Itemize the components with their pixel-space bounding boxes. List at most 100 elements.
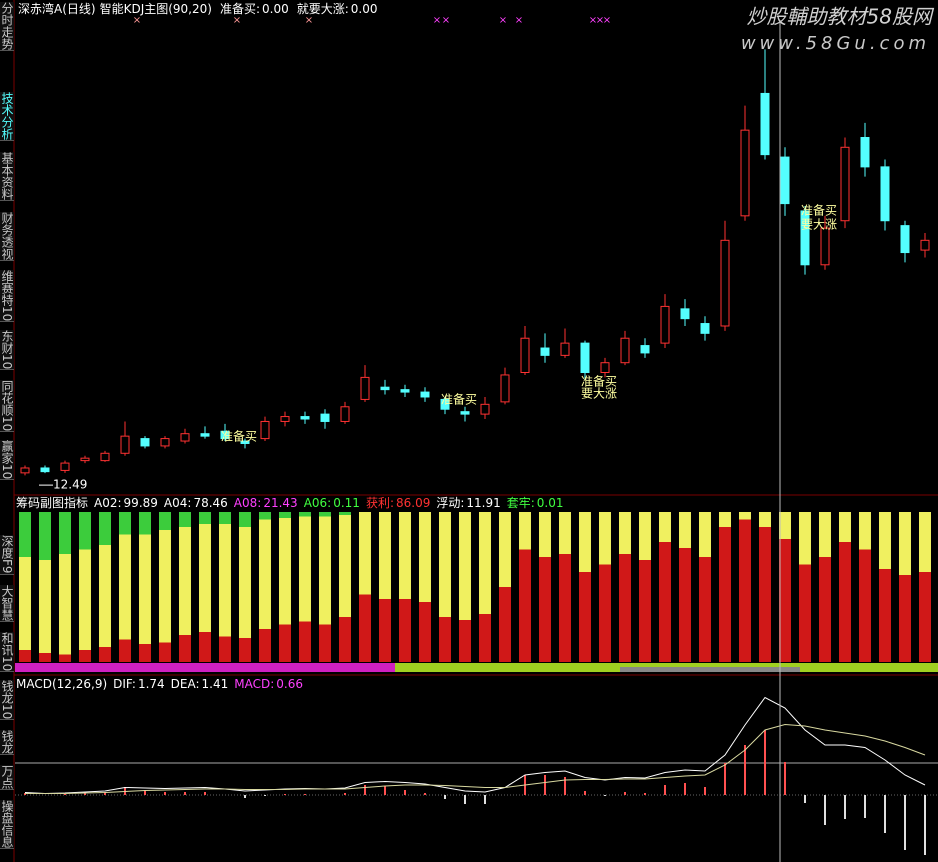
sidebar-tab[interactable]: 同花顺10 bbox=[0, 380, 14, 433]
chip-profit bbox=[259, 629, 271, 662]
chip-profit bbox=[299, 621, 311, 662]
chip-strip bbox=[15, 663, 395, 672]
chip-locked bbox=[39, 512, 51, 560]
chip-profit bbox=[419, 602, 431, 662]
sidebar-tab[interactable]: 财务透视 bbox=[0, 212, 14, 261]
candle-body bbox=[700, 323, 710, 334]
sidebar-tab[interactable]: 基本资料 bbox=[0, 152, 14, 201]
chip-profit bbox=[399, 599, 411, 662]
signal-mark: × bbox=[515, 15, 523, 26]
signal-mark: × bbox=[442, 15, 450, 26]
indicator-value: 0.00 bbox=[351, 2, 378, 16]
sidebar-tab[interactable]: 大智慧 bbox=[0, 585, 14, 622]
chip-strip bbox=[620, 667, 800, 672]
chip-profit bbox=[759, 527, 771, 662]
candle-body bbox=[260, 420, 270, 440]
chip-locked bbox=[259, 512, 271, 520]
indicator-value: 99.89 bbox=[124, 496, 158, 510]
chip-profit bbox=[279, 624, 291, 662]
indicator-label: 准备买: bbox=[220, 2, 260, 16]
header-line: 筹码副图指标 A02: 99.89 A04: 78.46 A08: 21.43 A06: 0.1… bbox=[16, 495, 564, 510]
indicator-value: 0.11 bbox=[333, 496, 360, 510]
indicator-label: 套牢: bbox=[507, 495, 535, 510]
candle-body bbox=[860, 137, 870, 168]
candle-body bbox=[580, 342, 590, 373]
chip-profit bbox=[639, 560, 651, 662]
chip-profit bbox=[159, 642, 171, 662]
indicator-value: 1.74 bbox=[138, 677, 165, 691]
signal-mark: × bbox=[589, 15, 597, 26]
chip-profit bbox=[479, 614, 491, 662]
candle-body bbox=[80, 457, 90, 462]
chip-profit bbox=[619, 554, 631, 662]
sidebar-tab[interactable]: 钱龙 bbox=[0, 730, 14, 755]
chip-profit bbox=[839, 542, 851, 662]
sidebar-tab[interactable]: 万点 bbox=[0, 765, 14, 790]
candle-body bbox=[840, 146, 850, 222]
chip-profit bbox=[679, 548, 691, 662]
chip-profit bbox=[899, 575, 911, 662]
chip-locked bbox=[159, 512, 171, 530]
candle-body bbox=[520, 337, 530, 373]
sidebar-tab[interactable]: 钱龙10 bbox=[0, 680, 14, 721]
candle-body bbox=[680, 308, 690, 320]
watermark-title: 炒股輔助教材58股网 bbox=[747, 5, 935, 29]
signal-mark: × bbox=[305, 15, 313, 26]
chip-profit bbox=[79, 650, 91, 662]
sidebar-tab[interactable]: 技术分析 bbox=[0, 92, 14, 141]
candle-body bbox=[300, 416, 310, 420]
chip-profit bbox=[599, 564, 611, 662]
candle-body bbox=[720, 239, 730, 327]
indicator-label: A04: bbox=[164, 496, 192, 510]
candle-body bbox=[480, 403, 490, 415]
chip-locked bbox=[219, 512, 231, 524]
chip-profit bbox=[439, 617, 451, 662]
candle-body bbox=[500, 374, 510, 403]
chip-profit bbox=[919, 572, 931, 662]
chip-locked bbox=[319, 512, 331, 517]
chip-profit bbox=[699, 557, 711, 662]
chip-profit bbox=[719, 527, 731, 662]
sidebar-tab[interactable]: 分时走势 bbox=[0, 2, 14, 51]
signal-mark: × bbox=[603, 15, 611, 26]
candle-body bbox=[360, 376, 370, 400]
panel-title: MACD(12,26,9) bbox=[16, 677, 107, 691]
chip-profit bbox=[319, 624, 331, 662]
indicator-name: 智能KDJ主图(90,20) bbox=[100, 1, 212, 16]
sidebar-tab[interactable]: 和讯10 bbox=[0, 632, 14, 673]
chip-profit bbox=[379, 599, 391, 662]
sidebar-tab[interactable]: 东财10 bbox=[0, 330, 14, 371]
candle-body bbox=[460, 411, 470, 415]
sidebar-tab[interactable]: 操盘信息 bbox=[0, 800, 14, 849]
dea-line bbox=[25, 723, 926, 794]
chip-float bbox=[179, 512, 191, 662]
candle-body bbox=[20, 467, 30, 474]
signal-annotation: 要大涨 bbox=[801, 217, 837, 232]
chip-profit bbox=[119, 639, 131, 662]
signal-annotation: 准备买 bbox=[221, 430, 257, 444]
chip-profit bbox=[19, 650, 31, 662]
chip-profit bbox=[559, 554, 571, 662]
chip-profit bbox=[339, 617, 351, 662]
candle-body bbox=[380, 386, 390, 391]
sidebar-tab[interactable]: 赢家10 bbox=[0, 440, 14, 481]
candle-body bbox=[540, 347, 550, 356]
signal-annotation: 准备买 bbox=[581, 375, 617, 389]
chip-profit bbox=[239, 638, 251, 662]
chip-profit bbox=[459, 620, 471, 662]
chip-profit bbox=[519, 549, 531, 662]
sidebar-tab[interactable]: 深度F9 bbox=[0, 535, 14, 575]
chip-profit bbox=[199, 632, 211, 662]
header-line: 深赤湾A(日线) 智能KDJ主图(90,20) 准备买: 0.00 就要大涨: 0.00 bbox=[18, 1, 377, 16]
candle-body bbox=[180, 433, 190, 442]
sidebar-tab[interactable]: 维赛特10 bbox=[0, 270, 14, 323]
chip-profit bbox=[59, 654, 71, 662]
signal-annotation: 准备买 bbox=[801, 204, 837, 218]
candle-body bbox=[420, 391, 430, 398]
candle-body bbox=[340, 406, 350, 422]
candle-body bbox=[560, 342, 570, 356]
chip-locked bbox=[239, 512, 251, 527]
header-line: MACD(12,26,9) DIF: 1.74 DEA: 1.41 MACD: 0.66 bbox=[16, 677, 303, 691]
candle-body bbox=[440, 398, 450, 410]
signal-annotation: 准备买 bbox=[441, 393, 477, 407]
